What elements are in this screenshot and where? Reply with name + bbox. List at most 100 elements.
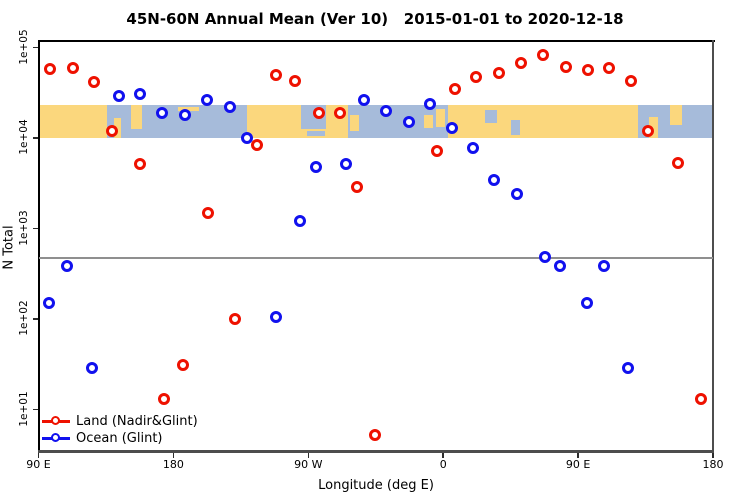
data-point-ocean <box>539 250 552 263</box>
y-tick <box>32 137 38 139</box>
legend-label-land: Land (Nadir&Glint) <box>76 414 198 429</box>
y-tick-label: 1e+01 <box>18 390 30 427</box>
ocean-patch <box>306 130 325 137</box>
data-point-land <box>270 68 283 81</box>
x-tick <box>307 453 310 458</box>
x-axis-title: Longitude (deg E) <box>318 478 434 493</box>
data-point-land <box>158 393 171 406</box>
x-tick-label: 0 <box>439 458 447 471</box>
legend-item-ocean: Ocean (Glint) <box>42 430 262 446</box>
data-point-land <box>515 57 528 70</box>
y-tick-label: 1e+05 <box>18 28 30 65</box>
data-point-land <box>536 48 549 61</box>
x-tick <box>712 453 714 458</box>
data-point-ocean <box>581 297 594 310</box>
land-patch <box>131 105 142 129</box>
plot-border-top <box>37 40 715 42</box>
chart-title: 45N-60N Annual Mean (Ver 10) 2015-01-01 … <box>126 10 624 28</box>
data-point-ocean <box>380 104 393 117</box>
x-tick-label: 90 W <box>294 458 323 471</box>
data-point-ocean <box>446 121 459 134</box>
data-point-ocean <box>467 141 480 154</box>
data-point-ocean <box>423 97 436 110</box>
data-point-land <box>369 429 381 442</box>
data-point-ocean <box>402 116 415 129</box>
data-point-land <box>87 75 100 88</box>
data-point-ocean <box>270 311 283 324</box>
data-point-land <box>105 124 118 137</box>
data-point-ocean <box>309 160 322 173</box>
ocean-segment <box>348 105 448 138</box>
y-tick-label: 1e+02 <box>18 300 30 336</box>
data-point-ocean <box>357 94 370 107</box>
data-point-land <box>602 62 615 75</box>
data-point-land <box>201 206 214 219</box>
data-point-land <box>449 82 462 95</box>
data-point-land <box>470 71 483 84</box>
x-tick-label: 180 <box>162 458 184 471</box>
data-point-land <box>671 156 684 169</box>
land-patch <box>423 115 433 129</box>
data-point-ocean <box>112 90 125 103</box>
data-point-land <box>333 106 346 119</box>
data-point-ocean <box>598 259 611 272</box>
legend-label-ocean: Ocean (Glint) <box>76 431 163 446</box>
data-point-land <box>134 158 147 171</box>
data-point-land <box>351 180 363 193</box>
data-point-land <box>228 313 241 325</box>
data-point-land <box>560 60 573 73</box>
data-point-land <box>312 106 325 119</box>
land-patch <box>669 105 682 125</box>
y-tick-label: 1e+04 <box>18 119 30 155</box>
land-patch <box>350 115 360 132</box>
data-point-land <box>288 74 301 87</box>
data-point-ocean <box>223 101 236 113</box>
data-point-ocean <box>133 87 146 100</box>
data-point-ocean <box>339 158 352 171</box>
data-point-ocean <box>511 188 524 201</box>
data-point-land <box>641 124 654 137</box>
plot-border-bottom <box>37 450 714 453</box>
plot-border-left <box>37 40 40 453</box>
y-axis-title: N Total <box>1 225 17 270</box>
data-point-ocean <box>85 361 98 374</box>
data-point-land <box>251 138 264 151</box>
data-point-ocean <box>156 106 169 119</box>
data-point-land <box>431 144 444 157</box>
x-tick-label: 90 E <box>26 458 51 471</box>
data-point-ocean <box>201 94 214 107</box>
x-tick <box>172 453 175 458</box>
map-band <box>39 105 712 138</box>
x-tick <box>37 453 40 458</box>
ocean-patch <box>485 110 498 124</box>
data-point-land <box>492 67 505 80</box>
ocean-patch <box>510 119 520 135</box>
ocean-segment <box>107 105 247 138</box>
y-tick-label: 1e+03 <box>18 209 30 246</box>
legend-item-land: Land (Nadir&Glint) <box>42 413 262 429</box>
data-point-land <box>624 74 637 87</box>
data-point-ocean <box>294 215 307 228</box>
data-point-land <box>66 62 79 75</box>
y-tick <box>32 46 38 49</box>
y-tick <box>32 408 38 411</box>
data-point-ocean <box>42 297 55 310</box>
data-point-land <box>44 62 57 75</box>
data-point-land <box>177 359 190 372</box>
data-point-ocean <box>488 174 501 187</box>
x-tick <box>442 453 444 458</box>
data-point-land <box>581 64 594 77</box>
data-point-ocean <box>178 108 191 121</box>
land-patch <box>177 106 199 111</box>
y-tick <box>32 227 38 230</box>
data-point-ocean <box>554 259 567 272</box>
land-patch <box>436 108 445 127</box>
y-tick <box>32 318 38 320</box>
data-point-ocean <box>622 361 635 374</box>
data-point-land <box>695 393 707 406</box>
x-tick-label: 90 E <box>565 458 591 471</box>
land-marker-circle-icon <box>51 416 60 425</box>
plot-border-right <box>712 40 714 453</box>
data-point-ocean <box>240 132 253 144</box>
